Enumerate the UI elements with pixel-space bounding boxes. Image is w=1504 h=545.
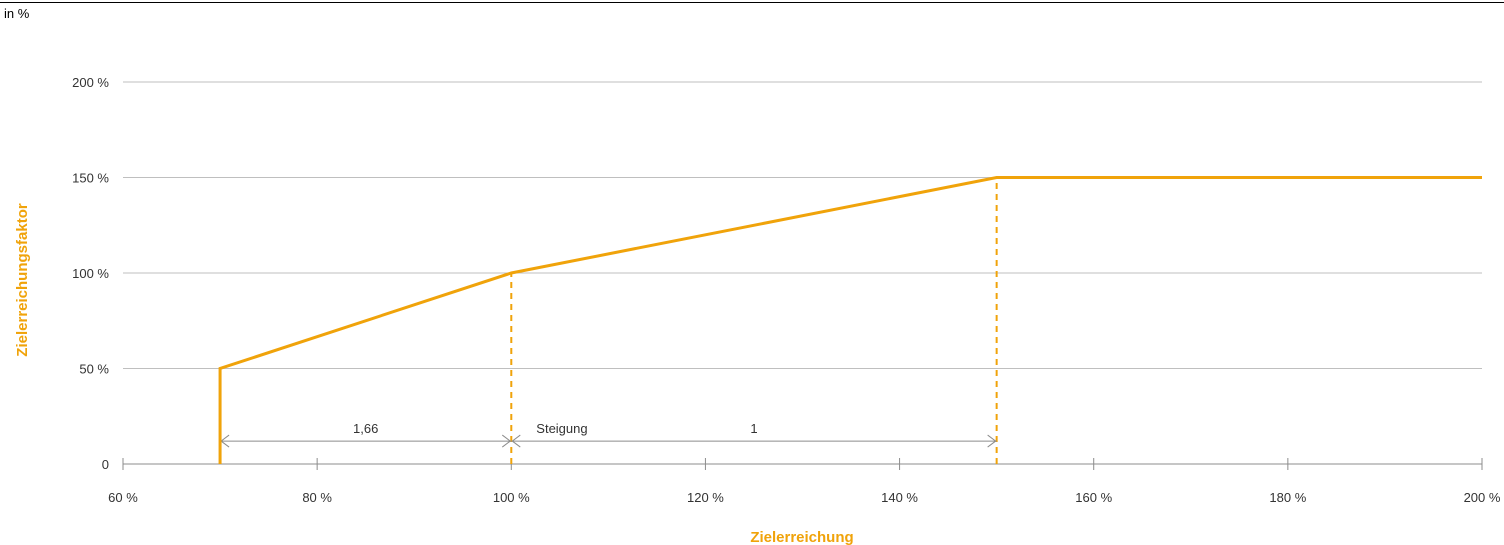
annotation-arrowhead [511, 434, 521, 448]
y-tick-label: 200 % [72, 75, 109, 90]
x-axis [122, 458, 1483, 470]
y-tick-label: 50 % [79, 362, 109, 377]
series-line [218, 176, 1482, 464]
x-tick-label: 200 % [1464, 490, 1501, 505]
top-rule [0, 2, 1504, 3]
annotation-label: 1,66 [353, 421, 378, 436]
reference-lines [510, 177, 998, 464]
annotations: 1,66 1 Steigung [220, 421, 997, 448]
x-tick-label: 160 % [1075, 490, 1112, 505]
gridlines [123, 81, 1482, 369]
x-tick-label: 100 % [493, 490, 530, 505]
annotation-arrowhead [987, 434, 997, 448]
annotation-prefix: Steigung [536, 421, 587, 436]
y-axis-title: Zielerreichungsfaktor [14, 203, 31, 357]
x-tick-label: 80 % [302, 490, 332, 505]
x-tick-label: 180 % [1269, 490, 1306, 505]
plot-area [218, 176, 1482, 464]
x-tick-label: 120 % [687, 490, 724, 505]
x-tick-label: 60 % [108, 490, 138, 505]
annotation-arrowhead [501, 434, 512, 448]
y-tick-label: 150 % [72, 171, 109, 186]
y-tick-label: 0 [102, 457, 109, 472]
tick-labels: 0 50 % 100 % 150 % 200 % 60 % 80 % 100 % 120 % 14… [72, 75, 1501, 505]
x-axis-title: Zielerreichung [750, 529, 853, 545]
unit-label: in % [4, 6, 30, 21]
annotation-label: 1 [750, 421, 757, 436]
x-tick-label: 140 % [881, 490, 918, 505]
y-tick-label: 100 % [72, 266, 109, 281]
